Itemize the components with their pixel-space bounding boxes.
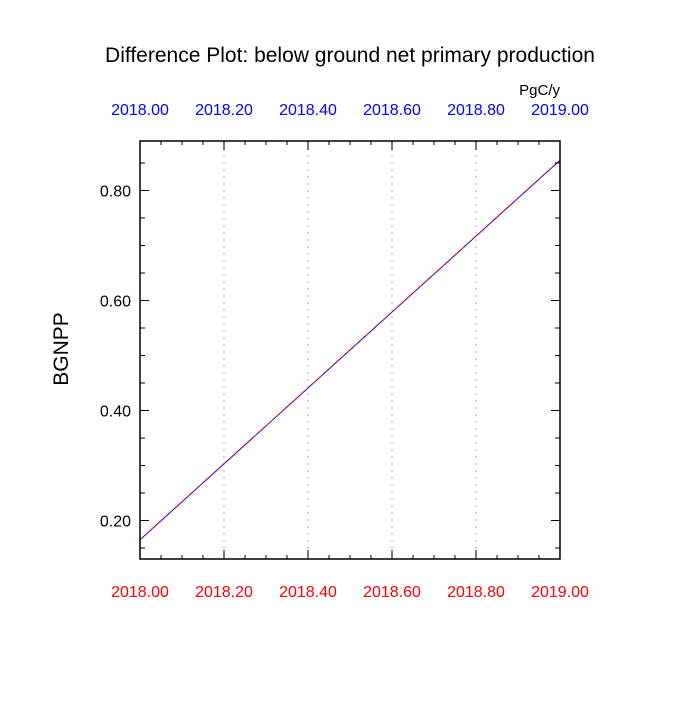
x-top-tick-label: 2018.80 xyxy=(447,102,505,119)
x-bottom-tick-label: 2018.20 xyxy=(195,584,253,601)
x-top-tick-label: 2018.00 xyxy=(111,102,169,119)
x-bottom-tick-label: 2018.60 xyxy=(363,584,421,601)
x-bottom-tick-label: 2018.00 xyxy=(111,584,169,601)
plot-frame xyxy=(139,140,561,560)
y-axis-label: BGNPP xyxy=(50,312,73,386)
x-top-tick-label: 2018.40 xyxy=(279,102,337,119)
tick-labels: 2018.00 2018.00 2018.20 2018.20 2018.40 2018.… xyxy=(100,102,589,601)
y-tick-label: 0.60 xyxy=(100,294,131,311)
series-lines xyxy=(139,159,561,541)
x-bottom-tick-label: 2019.00 xyxy=(531,584,589,601)
x-bottom-tick-label: 2018.40 xyxy=(279,584,337,601)
series-line-2 xyxy=(139,159,561,541)
x-top-tick-label: 2018.60 xyxy=(363,102,421,119)
x-top-tick-label: 2019.00 xyxy=(531,102,589,119)
y-tick-label: 0.40 xyxy=(100,404,131,421)
x-top-tick-label: 2018.20 xyxy=(195,102,253,119)
units-label: PgC/y xyxy=(519,82,560,99)
y-tick-label: 0.20 xyxy=(100,514,131,531)
chart-title: Difference Plot: below ground net primar… xyxy=(105,44,595,67)
x-bottom-tick-label: 2018.80 xyxy=(447,584,505,601)
y-tick-label: 0.80 xyxy=(100,184,131,201)
